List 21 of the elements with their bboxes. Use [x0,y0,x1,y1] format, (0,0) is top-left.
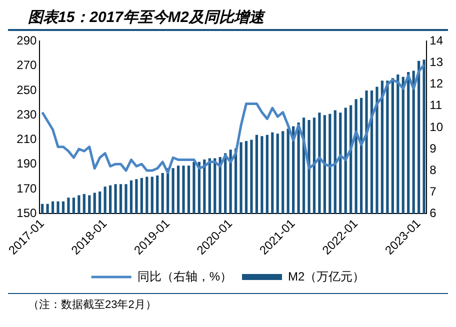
y2-tick-label: 12 [430,76,444,91]
y2-tick-label: 9 [430,141,437,156]
y2-tick-label: 6 [430,206,437,220]
y-tick-label: 270 [16,58,38,72]
y2-tick-label: 14 [430,34,444,48]
y2-tick-label: 11 [430,98,442,112]
chart-title: 图表15：2017年至今M2及同比增速 [8,8,448,31]
y-tick-label: 230 [16,107,38,122]
y2-tick-label: 10 [430,120,444,134]
text: （注：数据截至23年2月） [28,299,156,311]
y-tick-label: 150 [16,206,38,220]
y-tick-label: 170 [16,181,38,196]
y-tick-label: 210 [16,132,38,146]
y2-tick-label: 13 [430,55,444,70]
legend-label: M2（万亿元） [288,269,365,284]
y-tick-label: 250 [16,82,38,97]
y2-tick-label: 7 [430,184,437,198]
y2-tick-label: 8 [430,162,437,177]
y-tick-label: 290 [16,34,38,48]
y-tick-label: 190 [16,156,38,171]
legend-label: 同比（右轴，%） [137,269,232,284]
